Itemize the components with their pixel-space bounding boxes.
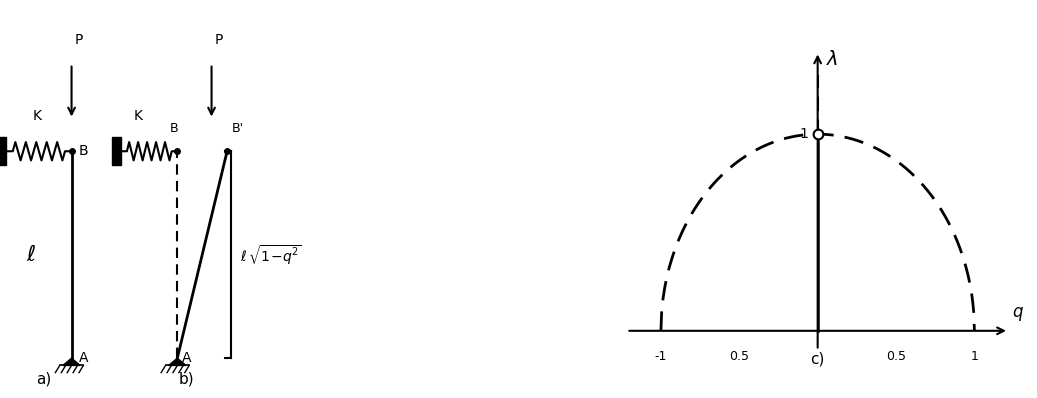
Text: P: P [75, 33, 83, 47]
Polygon shape [112, 137, 121, 165]
Text: B: B [79, 144, 88, 158]
Text: A: A [79, 351, 88, 365]
Text: B: B [170, 122, 178, 135]
Polygon shape [169, 358, 186, 365]
Text: K: K [134, 109, 143, 123]
Text: $\ell\,\sqrt{1\!-\!q^2}$: $\ell\,\sqrt{1\!-\!q^2}$ [240, 243, 302, 267]
Text: -1: -1 [654, 351, 667, 363]
Text: A: A [183, 351, 192, 365]
Text: $\lambda$: $\lambda$ [825, 50, 838, 69]
Text: b): b) [178, 371, 195, 386]
Text: B': B' [232, 122, 244, 135]
Text: P: P [215, 33, 223, 47]
Polygon shape [63, 358, 80, 365]
Text: 1: 1 [800, 127, 808, 141]
Text: $\ell$: $\ell$ [26, 245, 36, 265]
Text: q: q [1012, 303, 1022, 321]
Text: K: K [33, 109, 41, 123]
Polygon shape [0, 137, 6, 165]
Text: 0.5: 0.5 [886, 351, 906, 363]
Text: c): c) [811, 351, 824, 366]
Text: a): a) [36, 371, 51, 386]
Text: 0.5: 0.5 [729, 351, 750, 363]
Text: 1: 1 [971, 351, 978, 363]
